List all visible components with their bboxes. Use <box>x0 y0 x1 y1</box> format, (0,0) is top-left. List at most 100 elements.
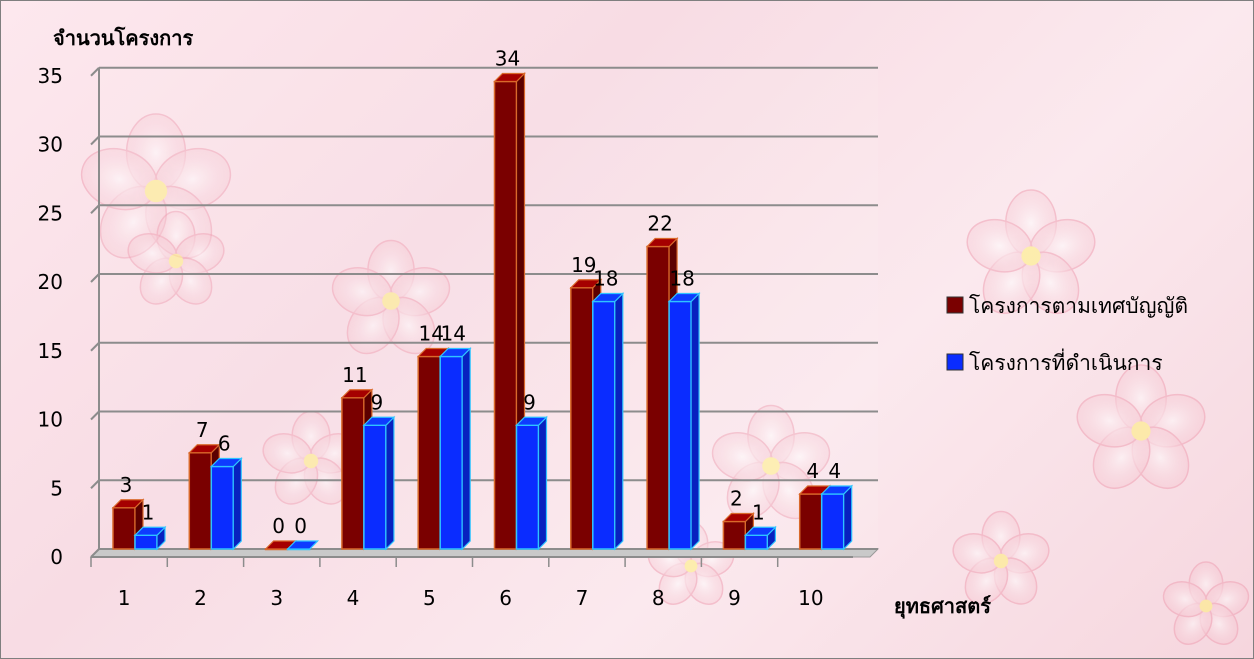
bar-top <box>667 292 701 303</box>
data-label-s2-cat7: 18 <box>593 267 618 291</box>
blossom-center <box>993 553 1009 569</box>
data-label-s2-cat8: 18 <box>669 267 694 291</box>
gridline-diag-0 <box>90 548 100 558</box>
data-label-s1-cat10: 4 <box>806 459 819 483</box>
x-tick-label: 2 <box>194 586 207 610</box>
data-label-s1-cat7: 19 <box>571 253 596 277</box>
bar-top <box>362 416 396 426</box>
y-tick-label: 15 <box>38 339 63 363</box>
data-label-s1-cat8: 22 <box>647 212 672 236</box>
gridline-diag-30 <box>90 135 100 146</box>
bar-top <box>209 457 243 468</box>
bar-side <box>461 347 471 551</box>
data-label-s1-cat5: 14 <box>418 322 443 346</box>
bar-front <box>515 424 540 550</box>
bar-top <box>340 389 374 399</box>
bar-s2-cat1 <box>133 525 167 551</box>
bar-s2-cat2 <box>209 457 243 551</box>
x-tick-label: 4 <box>347 586 360 610</box>
bar-front <box>341 397 365 550</box>
x-tick-label: 1 <box>118 586 131 610</box>
blossom-center <box>684 559 698 573</box>
bar-s2-cat4 <box>362 415 396 551</box>
bar-s2-cat10 <box>820 484 854 551</box>
y-axis-title: จำนวนโครงการ <box>53 26 193 50</box>
bar-side <box>385 415 395 551</box>
data-label-s1-cat3: 0 <box>272 514 285 538</box>
bar-top <box>133 526 167 536</box>
blossom-4 <box>966 189 1096 314</box>
data-label-s1-cat9: 2 <box>730 487 743 511</box>
bar-s1-cat1 <box>111 498 145 551</box>
bar-front <box>820 493 845 550</box>
gridline-diag-35 <box>90 67 100 77</box>
gridline-diag-25 <box>90 204 100 214</box>
bar-top <box>591 292 625 303</box>
bar-top <box>493 72 526 83</box>
bar-front <box>570 287 594 550</box>
bar-top <box>187 444 221 454</box>
x-axis-title: ยุทธศาสตร์ <box>894 594 991 619</box>
bar-top <box>721 512 755 523</box>
x-tick-label: 5 <box>423 586 436 610</box>
blossom-7 <box>711 404 831 520</box>
data-label-s1-cat6: 34 <box>495 47 520 71</box>
bar-s2-cat7 <box>591 292 625 551</box>
bar-side <box>843 484 853 551</box>
legend-label-series-1: โครงการตามเทศบัญญัติ <box>969 294 1188 318</box>
data-label-s1-cat1: 3 <box>120 473 133 497</box>
data-label-s2-cat6: 9 <box>523 390 536 414</box>
x-tick-label: 8 <box>652 586 665 610</box>
legend-swatch-series-2 <box>946 353 964 371</box>
bar-top <box>645 237 679 248</box>
bars <box>111 72 854 551</box>
blossom-center <box>1021 246 1041 266</box>
x-tick-label: 6 <box>499 586 512 610</box>
x-tick-label: 7 <box>576 586 589 610</box>
flower-background <box>80 113 1250 645</box>
bar-front <box>668 300 692 550</box>
floor <box>89 548 880 558</box>
legend-swatch-series-1 <box>946 296 964 314</box>
blossom-center <box>168 253 184 269</box>
y-tick-label: 10 <box>38 408 63 432</box>
bar-side <box>614 292 624 551</box>
blossom-center <box>1199 599 1213 613</box>
data-label-s1-cat2: 7 <box>196 418 209 442</box>
gridline-diag-20 <box>90 273 100 283</box>
bar-front <box>134 534 158 550</box>
bar-s2-cat5 <box>438 347 472 551</box>
bar-front <box>798 493 823 550</box>
bar-front <box>188 452 213 550</box>
y-tick-label: 0 <box>50 545 63 569</box>
data-label-s1-cat4: 11 <box>342 363 367 387</box>
bar-top <box>286 540 320 550</box>
bar-front <box>493 80 518 550</box>
y-tick-label: 35 <box>38 64 63 88</box>
blossom-10 <box>1162 561 1250 645</box>
bar-front <box>744 534 769 550</box>
bar-front <box>722 520 747 550</box>
bar-front <box>210 465 235 550</box>
blossom-center <box>762 457 780 475</box>
bar-front <box>646 245 670 550</box>
data-label-s2-cat1: 1 <box>142 500 155 524</box>
bar-front <box>363 424 387 550</box>
legend-label-series-2: โครงการที่ดำเนินการ <box>969 348 1163 375</box>
bar-top <box>820 485 854 495</box>
x-tick-label: 10 <box>798 586 823 610</box>
data-label-s2-cat2: 6 <box>218 432 231 456</box>
bar-top <box>743 526 777 536</box>
y-tick-label: 20 <box>38 270 63 294</box>
blossom-center <box>303 453 319 469</box>
bar-top <box>569 279 603 289</box>
blossom-center <box>382 292 400 310</box>
bar-side <box>537 415 548 551</box>
blossom-5 <box>1076 364 1206 489</box>
blossom-6 <box>952 510 1050 605</box>
x-tick-label: 3 <box>270 586 283 610</box>
bar-side <box>232 457 242 551</box>
